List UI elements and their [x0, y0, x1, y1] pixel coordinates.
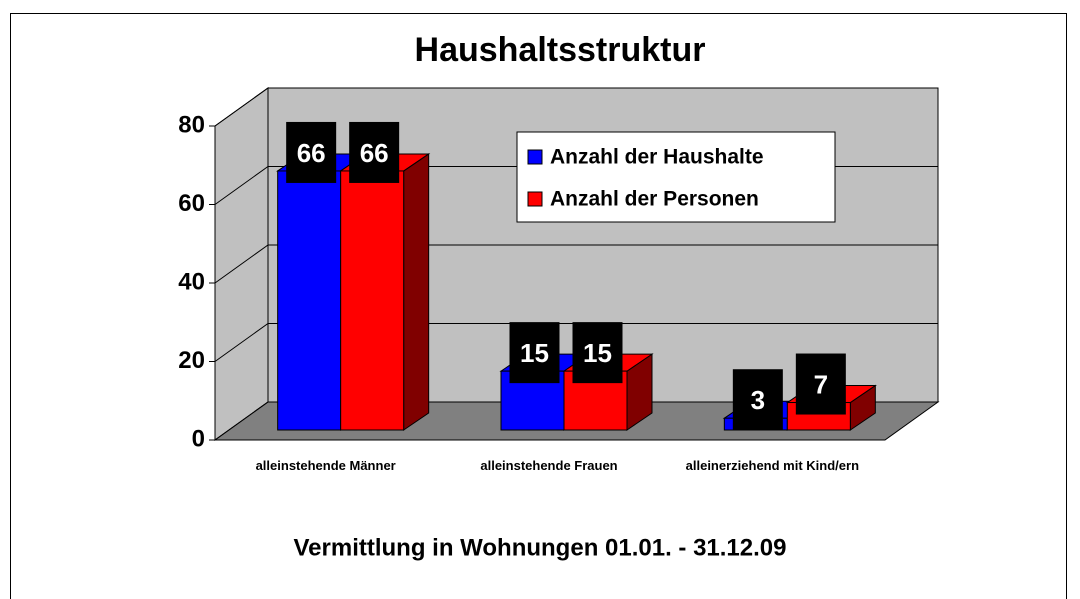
data-label: 15 [520, 338, 549, 368]
bar-face [403, 153, 430, 431]
x-tick-label: alleinstehende Frauen [480, 458, 618, 473]
legend-swatch [527, 191, 543, 207]
grid-line [214, 323, 938, 362]
legend-label: Anzahl der Haushalte [550, 146, 764, 169]
data-label-box [795, 353, 846, 415]
data-label-box [572, 322, 623, 384]
chart-title: Haushaltsstruktur [415, 31, 706, 69]
data-label-box [286, 121, 337, 183]
bar [339, 153, 431, 431]
y-tick-label: 40 [178, 268, 205, 295]
data-label: 15 [583, 338, 612, 368]
x-tick-label: alleinstehende Männer [255, 458, 396, 473]
chart-subtitle: Vermittlung in Wohnungen 01.01. - 31.12.… [293, 534, 786, 561]
x-tick-label: alleinerziehend mit Kind/ern [685, 458, 860, 473]
grid-line [214, 87, 938, 127]
grid-line [214, 401, 938, 441]
y-tick-label: 80 [178, 111, 205, 138]
legend-swatch [527, 149, 543, 165]
data-label-box [349, 121, 400, 183]
data-label: 66 [297, 138, 326, 168]
data-label: 7 [814, 369, 828, 399]
y-tick-label: 0 [192, 425, 205, 452]
data-label-box [509, 322, 560, 384]
y-tick-label: 20 [178, 347, 205, 374]
y-tick-label: 60 [178, 190, 205, 217]
data-label: 3 [751, 385, 765, 415]
bar-face [277, 170, 342, 431]
grid-line [214, 244, 938, 284]
data-label: 66 [360, 138, 389, 168]
bar-face [340, 170, 405, 431]
legend [516, 131, 836, 223]
data-label-box [732, 369, 783, 431]
legend-label: Anzahl der Personen [550, 188, 759, 211]
